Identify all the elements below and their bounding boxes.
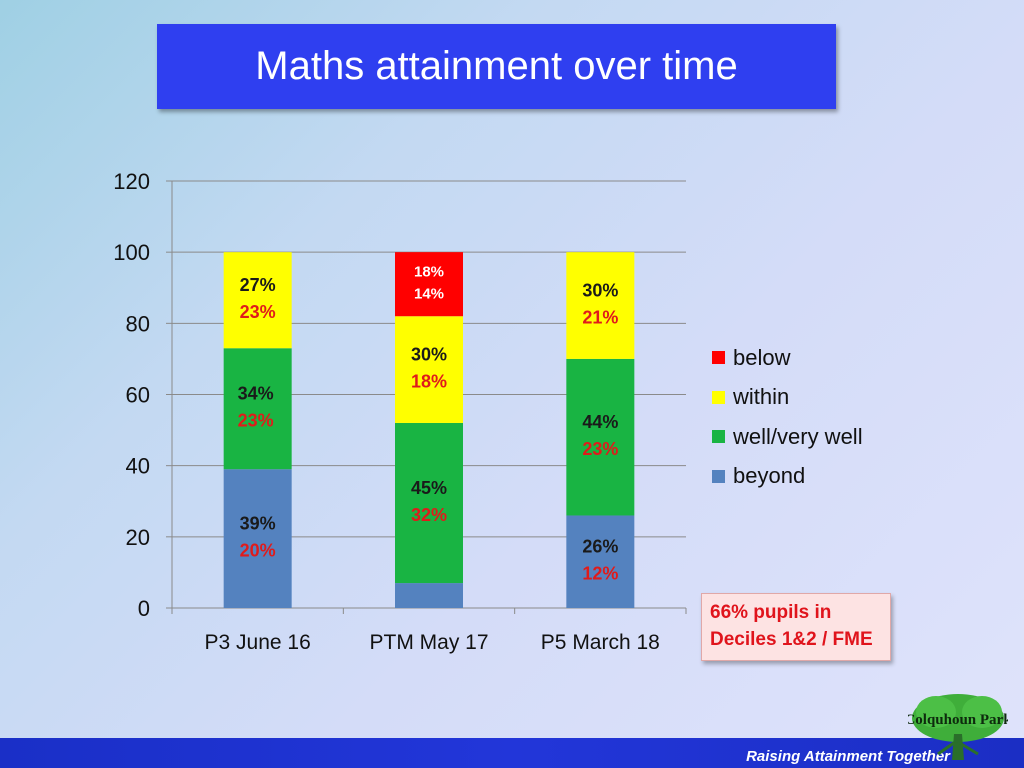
data-label-red: 14% <box>414 285 444 302</box>
legend-item: beyond <box>712 457 863 497</box>
y-tick-label: 120 <box>113 169 150 194</box>
data-label: 26% <box>582 537 618 557</box>
data-label-red: 23% <box>238 411 274 431</box>
note-line-2: Deciles 1&2 / FME <box>710 629 873 650</box>
data-label: 34% <box>238 384 274 404</box>
bar-within <box>223 252 292 349</box>
note-line-1: 66% pupils in <box>710 602 832 623</box>
bar-within <box>395 316 463 423</box>
data-label: 39% <box>240 513 276 533</box>
data-label-red: 32% <box>411 505 447 525</box>
data-label: 44% <box>582 412 618 432</box>
colquhoun-park-logo: Colquhoun Park <box>908 694 1008 760</box>
data-label-red: 23% <box>240 302 276 322</box>
y-tick-label: 40 <box>126 454 150 479</box>
data-label: 27% <box>240 275 276 295</box>
category-label: P3 June 16 <box>205 631 311 654</box>
slide-title: Maths attainment over time <box>255 44 738 88</box>
legend-label: beyond <box>733 463 806 489</box>
footer-bar <box>0 738 1024 768</box>
category-label: P5 March 18 <box>541 631 660 654</box>
legend-label: well/very well <box>733 423 863 449</box>
logo-text: Colquhoun Park <box>908 712 1008 728</box>
bar-well <box>223 348 292 470</box>
title-banner: Maths attainment over time <box>157 24 836 109</box>
data-label: 18% <box>414 263 444 280</box>
bar-beyond <box>395 583 463 608</box>
bar-well <box>566 358 635 516</box>
data-label: 30% <box>582 280 618 300</box>
legend-item: within <box>712 378 863 418</box>
data-label-red: 21% <box>582 307 618 327</box>
y-tick-label: 60 <box>126 383 150 408</box>
bar-well <box>395 422 463 584</box>
legend-label: within <box>733 384 790 410</box>
y-tick-label: 20 <box>126 525 150 550</box>
category-label: PTM May 17 <box>369 631 488 654</box>
y-tick-label: 80 <box>126 311 150 336</box>
legend-item: well/very well <box>712 417 863 457</box>
legend-swatch <box>712 469 725 483</box>
legend-swatch <box>712 351 725 365</box>
data-label-red: 23% <box>582 439 618 459</box>
legend-swatch <box>712 390 725 404</box>
bar-within <box>566 252 635 359</box>
data-label: 30% <box>411 344 447 364</box>
footer-text: Raising Attainment Together <box>746 748 950 765</box>
chart-legend: below within well/very well beyond <box>712 338 863 496</box>
legend-swatch <box>712 430 725 444</box>
note-box: 66% pupils in Deciles 1&2 / FME <box>701 593 891 661</box>
legend-label: below <box>733 344 791 370</box>
legend-item: below <box>712 338 863 378</box>
bar-beyond <box>223 469 292 608</box>
data-label-red: 20% <box>240 540 276 560</box>
tree-trunk <box>952 734 964 760</box>
data-label-red: 18% <box>411 371 447 391</box>
data-label: 45% <box>411 478 447 498</box>
bar-below <box>395 252 463 317</box>
data-label-red: 12% <box>582 564 618 584</box>
bar-beyond <box>566 515 635 608</box>
y-tick-label: 100 <box>113 240 150 265</box>
y-tick-label: 0 <box>138 596 150 621</box>
